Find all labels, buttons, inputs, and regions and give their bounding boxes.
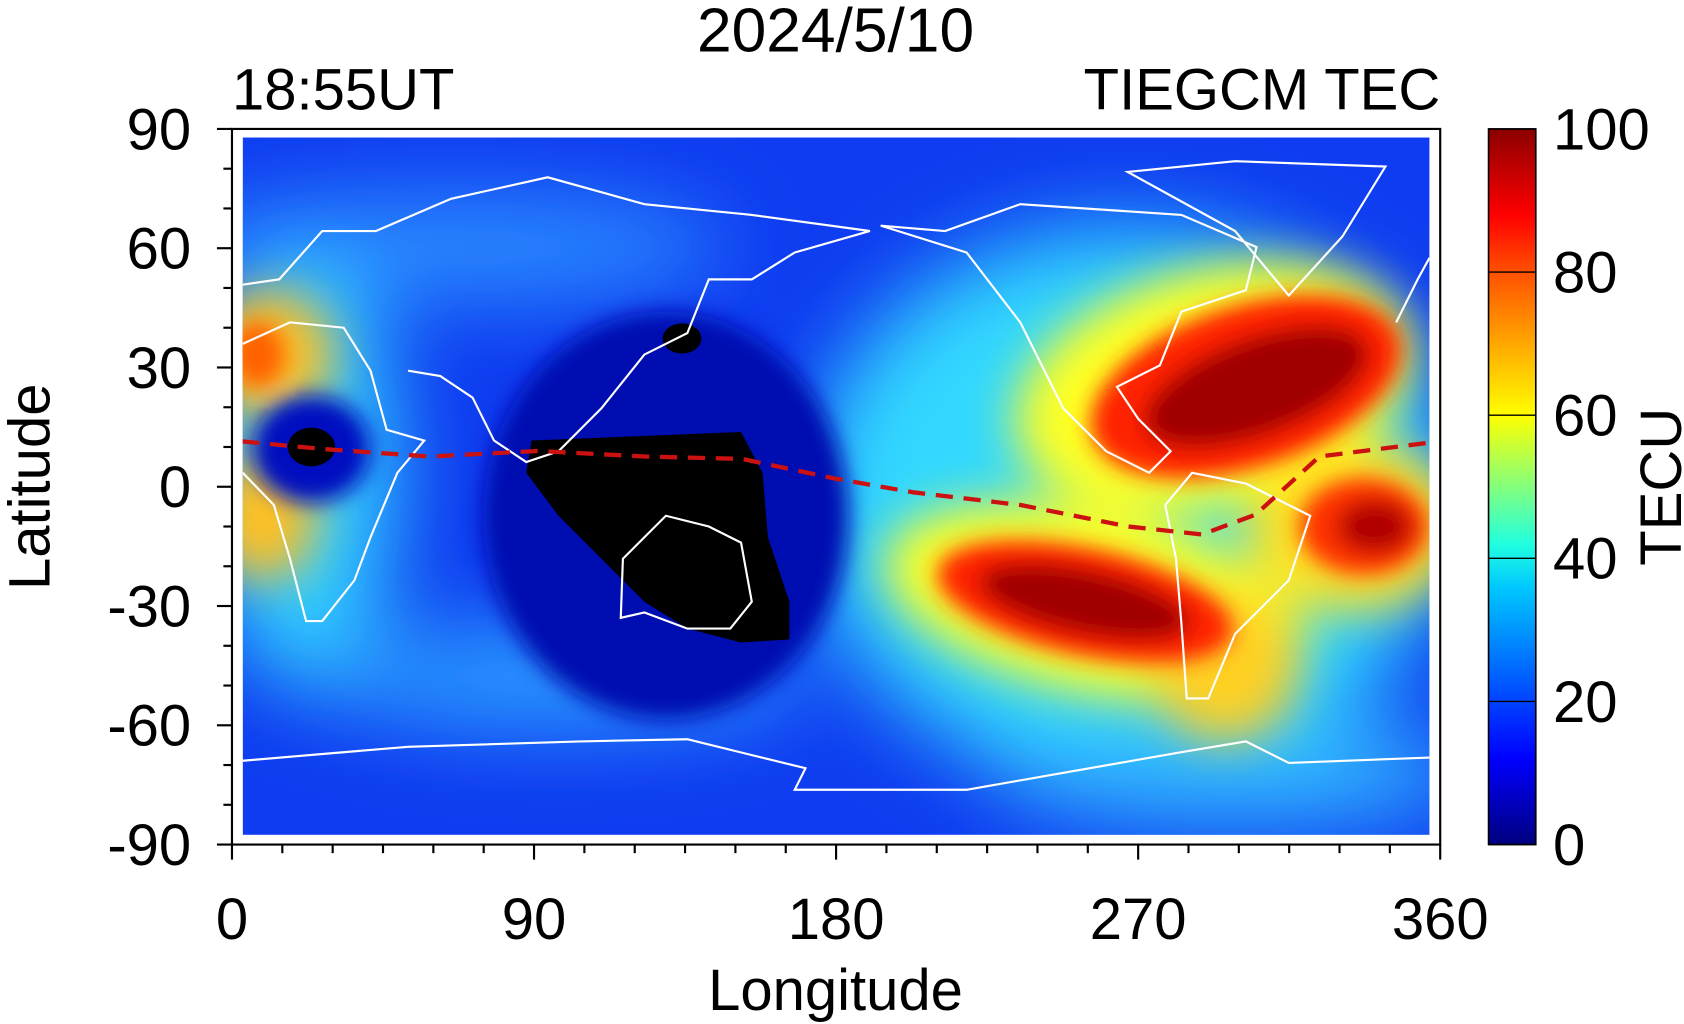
- y-axis-label: Latitude: [0, 384, 62, 590]
- colorbar: [1487, 128, 1537, 846]
- x-tick-label: 180: [788, 887, 885, 952]
- colorbar-label: TECU: [1629, 408, 1684, 566]
- colorbar-tick-label: 20: [1553, 670, 1618, 735]
- colorbar-tick-label: 100: [1553, 97, 1650, 162]
- coast-south-america: [1164, 471, 1312, 700]
- x-axis: 0 90 180 270 360: [216, 844, 1489, 952]
- coast-europe: [1395, 257, 1430, 323]
- coast-north-america: [880, 203, 1258, 475]
- y-tick-label: -30: [107, 574, 191, 639]
- colorbar-tick-label: 60: [1553, 384, 1618, 449]
- x-tick-label: 360: [1392, 887, 1489, 952]
- coastlines: [242, 160, 1430, 791]
- time-label: 18:55UT: [232, 58, 454, 123]
- y-tick-label: 0: [159, 455, 191, 520]
- y-tick-label: 90: [127, 97, 191, 162]
- magnetic-equator-line: [242, 439, 1428, 537]
- colorbar-tick-label: 80: [1553, 240, 1618, 305]
- x-tick-label: 0: [216, 887, 248, 952]
- coast-australia: [619, 514, 753, 630]
- y-tick-label: -90: [107, 813, 191, 878]
- low-tec-region-japan: [662, 323, 702, 354]
- x-tick-label: 270: [1090, 887, 1187, 952]
- y-tick-label: 60: [127, 217, 191, 282]
- chart-title: 2024/5/10: [697, 0, 974, 66]
- colorbar-tick-label: 0: [1553, 813, 1585, 878]
- coast-antarctica: [242, 738, 1430, 791]
- colorbar-tick-label: 40: [1553, 527, 1618, 592]
- coast-greenland: [1124, 160, 1388, 298]
- coast-eurasia: [242, 176, 871, 464]
- coast-africa: [242, 321, 427, 623]
- y-tick-label: -60: [107, 694, 191, 759]
- y-axis: 90 60 30 0 -30 -60 -90: [107, 97, 232, 878]
- model-label: TIEGCM TEC: [1084, 58, 1441, 123]
- x-tick-label: 90: [502, 887, 566, 952]
- low-tec-region: [526, 431, 790, 643]
- y-tick-label: 30: [127, 336, 191, 401]
- heatmap: [242, 137, 1430, 835]
- x-axis-label: Longitude: [708, 958, 963, 1023]
- colorbar-ticks: 100 80 60 40 20 0: [1488, 97, 1650, 878]
